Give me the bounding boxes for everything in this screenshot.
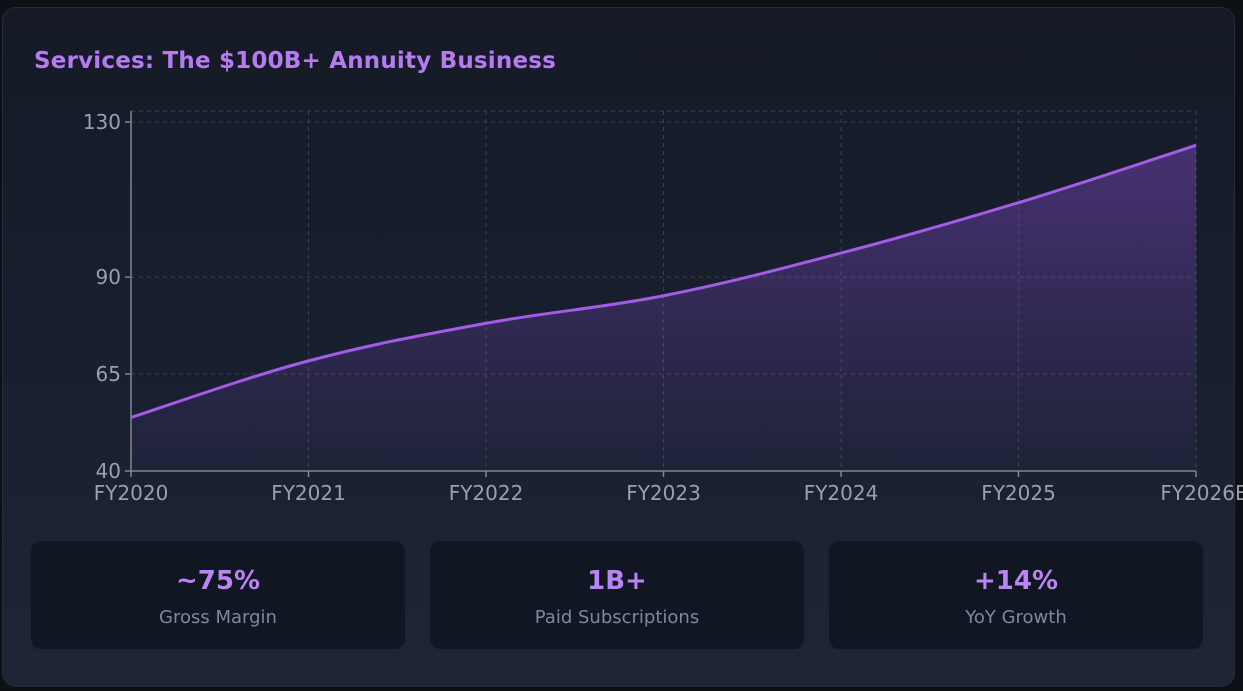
x-tick-label: FY2021 bbox=[271, 481, 346, 505]
metric-card-yoy-growth: +14% YoY Growth bbox=[829, 541, 1203, 649]
x-tick-label: FY2020 bbox=[94, 481, 169, 505]
services-area-chart: 40 65 90 130 FY2020 FY2021 FY2022 FY2023 FY2024 F… bbox=[83, 110, 1243, 505]
x-tick-label: FY2023 bbox=[626, 481, 701, 505]
metric-card-paid-subscriptions: 1B+ Paid Subscriptions bbox=[430, 541, 804, 649]
metric-label: YoY Growth bbox=[965, 607, 1067, 628]
y-tick-label: 65 bbox=[96, 362, 121, 386]
y-tick-label: 130 bbox=[83, 110, 121, 134]
metric-value: 1B+ bbox=[587, 566, 647, 596]
x-tick-label: FY2025 bbox=[981, 481, 1056, 505]
y-tick-label: 90 bbox=[96, 265, 121, 289]
metric-label: Gross Margin bbox=[159, 607, 277, 628]
x-tick-label: FY2022 bbox=[449, 481, 524, 505]
x-tick-label: FY2024 bbox=[804, 481, 879, 505]
metrics-row: ~75% Gross Margin 1B+ Paid Subscriptions… bbox=[31, 541, 1203, 649]
metric-value: ~75% bbox=[175, 566, 261, 596]
y-tick-label: 40 bbox=[96, 459, 121, 483]
card-title: Services: The $100B+ Annuity Business bbox=[34, 48, 557, 74]
area-fill bbox=[131, 145, 1196, 471]
metric-label: Paid Subscriptions bbox=[534, 607, 700, 628]
metric-card-gross-margin: ~75% Gross Margin bbox=[31, 541, 405, 649]
x-tick-label: FY2026E bbox=[1160, 481, 1243, 505]
metric-value: +14% bbox=[973, 566, 1059, 596]
